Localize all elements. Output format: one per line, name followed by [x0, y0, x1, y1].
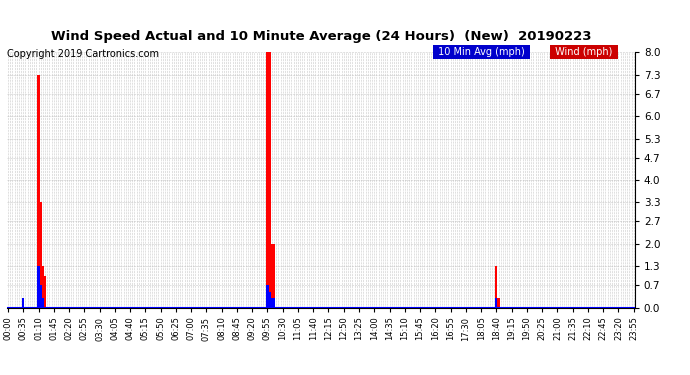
Bar [22, 298, 24, 307]
Bar [270, 298, 273, 307]
Bar [42, 266, 44, 308]
Bar [266, 285, 268, 308]
Bar [495, 298, 497, 307]
Text: Wind (mph): Wind (mph) [552, 47, 615, 57]
Bar [42, 298, 44, 307]
Text: Copyright 2019 Cartronics.com: Copyright 2019 Cartronics.com [7, 49, 159, 59]
Bar [268, 292, 270, 308]
Bar [266, 0, 268, 308]
Bar [39, 285, 42, 308]
Bar [268, 49, 270, 308]
Bar [39, 202, 42, 308]
Bar [273, 244, 275, 308]
Text: 10 Min Avg (mph): 10 Min Avg (mph) [435, 47, 528, 57]
Bar [44, 276, 46, 308]
Bar [497, 298, 500, 307]
Bar [37, 75, 39, 308]
Bar [37, 266, 39, 308]
Bar [495, 266, 497, 308]
Text: Wind Speed Actual and 10 Minute Average (24 Hours)  (New)  20190223: Wind Speed Actual and 10 Minute Average … [50, 30, 591, 43]
Bar [273, 298, 275, 307]
Bar [270, 244, 273, 308]
